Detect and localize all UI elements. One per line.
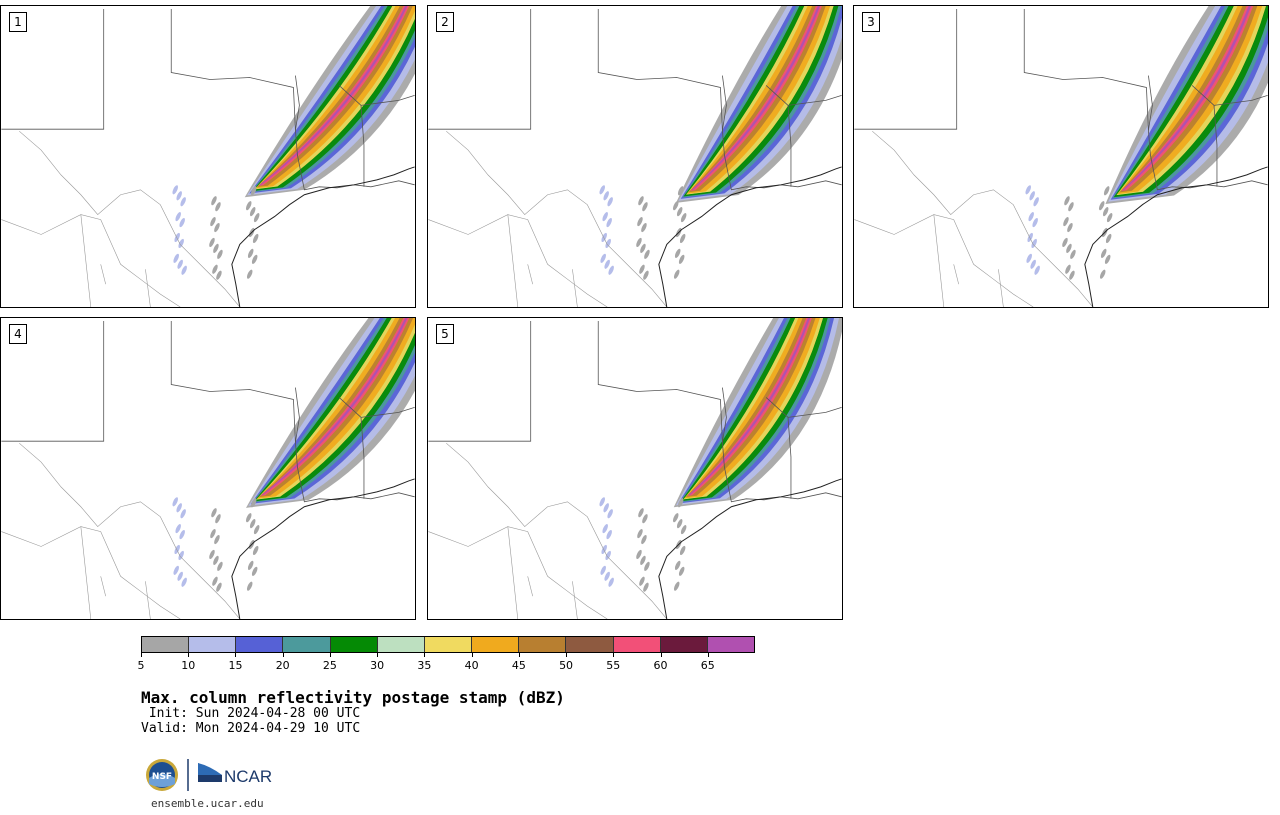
colorbar-tick-label: 35 xyxy=(417,659,432,672)
colorbar-tick xyxy=(141,653,142,657)
colorbar-tick-label: 55 xyxy=(606,659,621,672)
reflectivity-map xyxy=(428,318,842,619)
state-boundaries xyxy=(428,320,842,503)
valid-time: Valid: Mon 2024-04-29 10 UTC xyxy=(141,721,361,736)
colorbar-segment xyxy=(424,637,473,652)
coastline xyxy=(231,478,415,619)
colorbar-segment xyxy=(519,637,567,652)
nsf-logo-text: NSF xyxy=(152,772,172,782)
colorbar-ticks: 5 10 15 20 25 30 35 40 45 50 55 60 65 xyxy=(137,653,755,673)
reflectivity-map xyxy=(1,6,415,307)
colorbar-tick xyxy=(329,653,331,657)
state-boundaries xyxy=(1,320,415,503)
colorbar-tick xyxy=(613,653,615,657)
panel-label: 4 xyxy=(9,324,27,344)
panel-label: 5 xyxy=(436,324,454,344)
colorbar-tick-label: 5 xyxy=(137,659,145,672)
colorbar-tick xyxy=(707,653,709,657)
colorbar-tick xyxy=(188,653,190,657)
colorbar-tick xyxy=(566,653,568,657)
colorbar-segment xyxy=(707,637,755,652)
colorbar-tick-label: 10 xyxy=(181,659,196,672)
colorbar-segment xyxy=(189,637,237,652)
colorbar-tick-label: 15 xyxy=(228,659,243,672)
reflectivity-band xyxy=(599,6,842,280)
reflectivity-map xyxy=(854,6,1268,307)
colorbar-segment xyxy=(330,637,378,652)
reflectivity-band xyxy=(172,6,415,280)
colorbar-tick-label: 45 xyxy=(511,659,526,672)
panel-label: 1 xyxy=(9,12,27,32)
panel-label: 2 xyxy=(436,12,454,32)
reflectivity-map xyxy=(1,318,415,619)
colorbar-tick xyxy=(660,653,662,657)
page-title: Max. column reflectivity postage stamp (… xyxy=(141,688,565,707)
logos: NSF NCAR xyxy=(144,756,284,794)
colorbar-segment xyxy=(472,637,520,652)
panel-label: 3 xyxy=(862,12,880,32)
colorbar-tick-label: 20 xyxy=(275,659,290,672)
colorbar xyxy=(141,636,755,653)
coastline xyxy=(658,478,842,619)
colorbar-segment xyxy=(236,637,284,652)
state-boundaries xyxy=(854,8,1268,191)
reflectivity-map xyxy=(428,6,842,307)
state-boundaries xyxy=(1,8,415,191)
nsf-logo-icon: NSF xyxy=(146,759,178,791)
reflectivity-band xyxy=(172,318,415,592)
ncar-logo-icon: NCAR xyxy=(198,763,272,786)
colorbar-tick xyxy=(471,653,473,657)
ensemble-member-panel-5: 5 xyxy=(427,317,843,620)
init-time: Init: Sun 2024-04-28 00 UTC xyxy=(141,706,361,721)
coastline xyxy=(658,166,842,307)
colorbar-tick xyxy=(377,653,379,657)
reflectivity-band xyxy=(599,318,842,592)
ensemble-member-panel-4: 4 xyxy=(0,317,416,620)
colorbar-tick-label: 30 xyxy=(370,659,385,672)
ensemble-member-panel-2: 2 xyxy=(427,5,843,308)
colorbar-tick-label: 40 xyxy=(464,659,479,672)
colorbar-segment xyxy=(660,637,708,652)
reflectivity-band xyxy=(1025,6,1268,280)
colorbar-tick xyxy=(518,653,520,657)
coastline xyxy=(231,166,415,307)
ensemble-member-panel-1: 1 xyxy=(0,5,416,308)
colorbar-segment xyxy=(283,637,331,652)
colorbar-tick xyxy=(235,653,237,657)
colorbar-tick xyxy=(282,653,284,657)
ensemble-member-panel-3: 3 xyxy=(853,5,1269,308)
colorbar-tick-label: 50 xyxy=(559,659,574,672)
colorbar-segment xyxy=(377,637,425,652)
state-boundaries xyxy=(428,8,842,191)
colorbar-tick xyxy=(424,653,426,657)
coastline xyxy=(1084,166,1268,307)
colorbar-tick-label: 60 xyxy=(653,659,668,672)
colorbar-tick-label: 25 xyxy=(322,659,337,672)
ncar-logo-text: NCAR xyxy=(224,767,272,786)
colorbar-tick-label: 65 xyxy=(700,659,715,672)
colorbar-segment xyxy=(142,637,190,652)
source-url: ensemble.ucar.edu xyxy=(151,797,264,810)
colorbar-segment xyxy=(613,637,661,652)
colorbar-segment xyxy=(566,637,614,652)
